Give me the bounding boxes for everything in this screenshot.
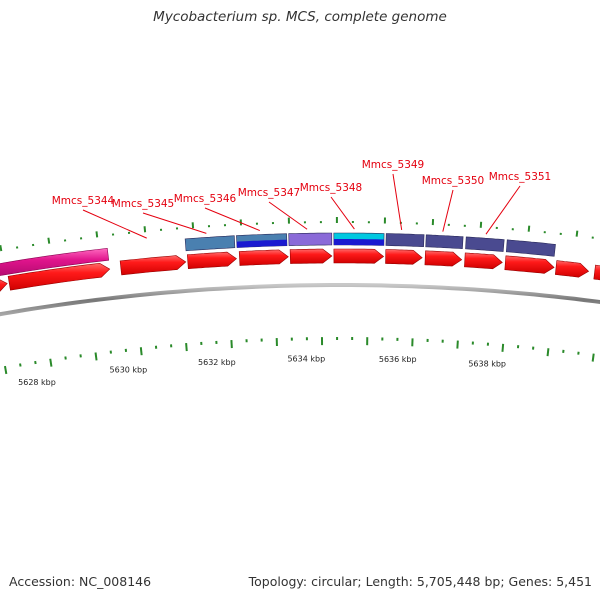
cds-arrow xyxy=(385,249,423,265)
ruler-ticks xyxy=(0,217,595,375)
cog-bar xyxy=(505,239,556,257)
inner-tick xyxy=(185,343,188,352)
outer-tick xyxy=(575,230,579,237)
gene-label: Mmcs_5345 xyxy=(112,198,175,210)
outer-tick xyxy=(95,231,99,238)
gene-leader-line xyxy=(442,189,454,232)
cds-arrow xyxy=(7,262,111,291)
feature-track xyxy=(0,247,600,292)
cog-bar xyxy=(465,236,505,252)
scale-labels: 5628 kbp 5630 kbp 5632 kbp 5634 kbp 5636 kbp… xyxy=(18,354,506,387)
gene-leader-line xyxy=(82,209,147,239)
rna-feature xyxy=(0,247,110,276)
map-title: Mycobacterium sp. MCS, complete genome xyxy=(153,9,447,25)
cds-arrow xyxy=(0,279,8,292)
inner-tick xyxy=(3,365,8,375)
inner-tick xyxy=(139,347,143,356)
inner-tick xyxy=(591,353,595,362)
inner-tick xyxy=(94,352,98,361)
outer-tick xyxy=(143,226,147,233)
cog-track xyxy=(184,232,556,257)
cog-bar-inner xyxy=(236,239,287,248)
cds-arrow xyxy=(593,264,600,281)
outer-tick xyxy=(47,237,51,244)
gene-label: Mmcs_5350 xyxy=(422,175,485,187)
outer-tick xyxy=(0,244,3,252)
inner-tick xyxy=(49,358,53,367)
gene-label: Mmcs_5349 xyxy=(362,159,425,171)
gene-leader-line xyxy=(392,173,403,231)
gene-leader-line xyxy=(330,196,355,230)
cog-bar xyxy=(385,233,425,248)
cds-arrow xyxy=(289,248,333,264)
cds-arrow xyxy=(554,260,590,278)
scale-label: 5630 kbp xyxy=(110,366,148,375)
scale-label: 5634 kbp xyxy=(287,354,325,363)
cds-arrow xyxy=(238,249,289,266)
gene-label: Mmcs_5344 xyxy=(52,195,115,207)
gene-label: Mmcs_5351 xyxy=(489,171,552,183)
cog-bar xyxy=(184,235,236,252)
gene-label: Mmcs_5347 xyxy=(238,187,301,199)
backbone-circle xyxy=(0,283,600,317)
accession-text: Accession: NC_008146 xyxy=(9,574,152,589)
cds-arrow xyxy=(424,250,463,267)
cog-bar xyxy=(425,234,464,250)
gene-label: Mmcs_5348 xyxy=(300,182,363,194)
cog-bar xyxy=(288,232,333,246)
gene-leader-line xyxy=(268,201,308,230)
cds-arrow xyxy=(186,251,237,270)
genome-summary-text: Topology: circular; Length: 5,705,448 bp… xyxy=(248,574,592,589)
cds-arrow xyxy=(464,252,503,270)
gene-leader-line xyxy=(485,185,521,235)
outer-tick xyxy=(527,225,531,232)
gene-leader-line xyxy=(142,212,207,234)
gene-label: Mmcs_5346 xyxy=(174,193,237,205)
scale-label: 5628 kbp xyxy=(18,378,56,387)
cog-bar-inner xyxy=(333,239,384,246)
cds-arrow xyxy=(333,248,385,264)
genome-backbone xyxy=(0,283,600,317)
scale-label: 5636 kbp xyxy=(379,355,417,364)
scale-label: 5632 kbp xyxy=(198,358,236,367)
inner-tick xyxy=(501,343,505,352)
inner-tick xyxy=(546,348,550,357)
gene-leader-line xyxy=(204,207,261,232)
cds-arrow xyxy=(119,255,187,276)
scale-label: 5638 kbp xyxy=(468,360,506,369)
cds-arrow xyxy=(504,255,555,274)
